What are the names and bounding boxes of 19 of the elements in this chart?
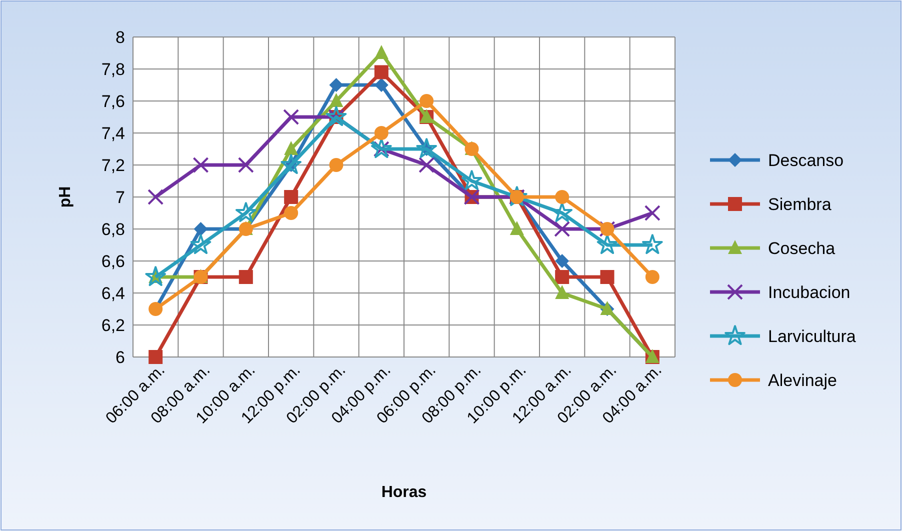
y-axis-title: pH: [57, 186, 74, 208]
y-tick-label: 7,2: [101, 156, 125, 175]
x-axis-title: Horas: [381, 484, 427, 501]
y-tick-label: 6,8: [101, 220, 125, 239]
legend-label: Larvicultura: [768, 326, 856, 346]
y-tick-label: 7,6: [101, 92, 125, 111]
y-tick-label: 6,2: [101, 316, 125, 335]
y-tick-label: 7: [116, 188, 125, 207]
y-tick-label: 6: [116, 348, 125, 367]
y-tick-label: 7,4: [101, 124, 125, 143]
legend-label: Siembra: [768, 194, 832, 214]
y-tick-label: 6,6: [101, 252, 125, 271]
legend-label: Descanso: [768, 150, 844, 170]
y-tick-label: 8: [116, 28, 125, 47]
y-tick-label: 6,4: [101, 284, 125, 303]
legend-label: Incubacion: [768, 282, 850, 302]
legend-label: Alevinaje: [768, 370, 837, 390]
y-tick-label: 7,8: [101, 60, 125, 79]
legend-label: Cosecha: [768, 238, 836, 258]
